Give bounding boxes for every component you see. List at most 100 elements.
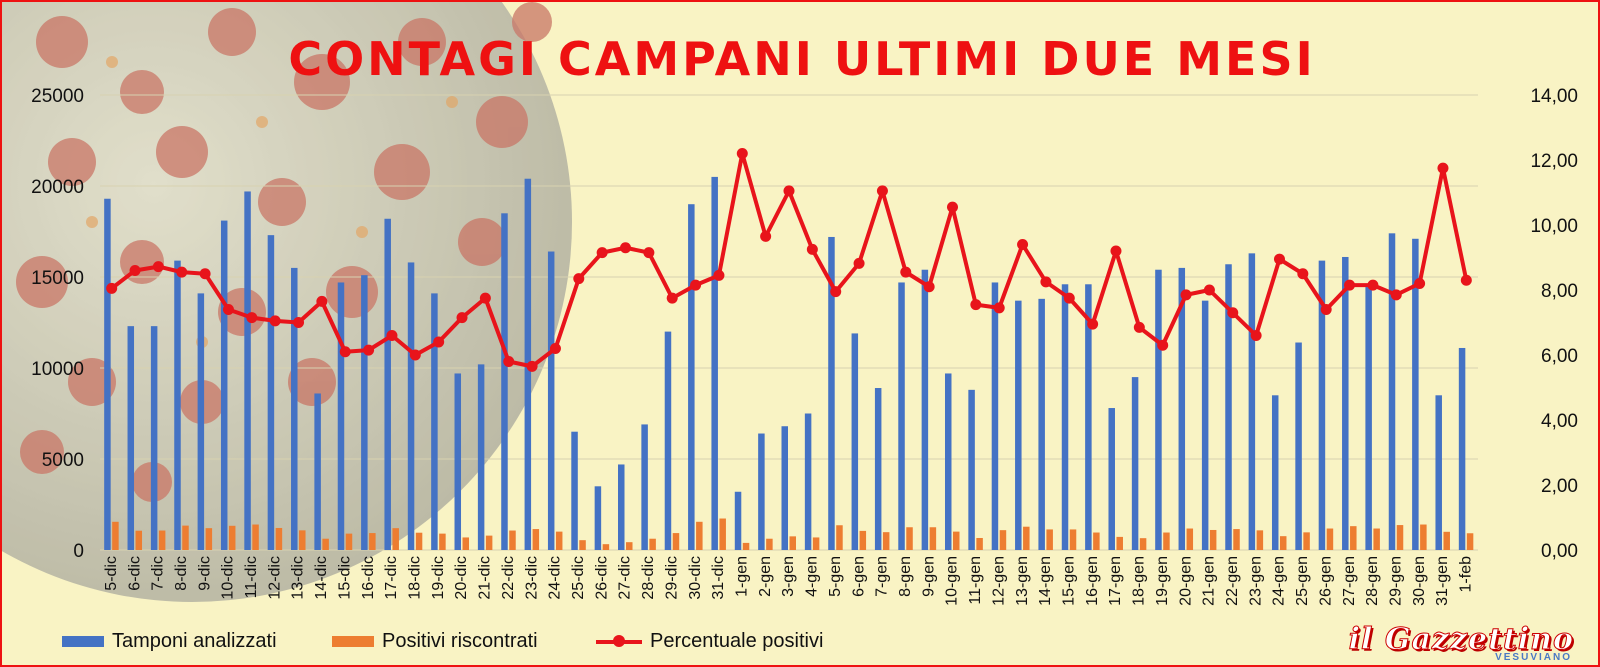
x-tick-label: 7-gen [874, 556, 891, 597]
bar-positivi [906, 527, 913, 550]
x-tick-label: 27-dic [617, 556, 634, 600]
point-percentuale [760, 230, 772, 242]
point-percentuale [1297, 268, 1309, 280]
bar-positivi [1373, 528, 1380, 550]
x-tick-label: 31-dic [710, 556, 727, 600]
bar-positivi [859, 530, 867, 550]
bar-positivi [1443, 531, 1450, 550]
bar-positivi [1420, 524, 1427, 550]
y-right-tick-label: 14,00 [1530, 86, 1578, 107]
bar-positivi [1116, 536, 1123, 550]
point-percentuale [620, 242, 632, 254]
bar-tamponi [991, 282, 999, 550]
y-left-tick-label: 25000 [31, 86, 84, 107]
bar-tamponi [898, 282, 905, 550]
x-tick-label: 26-dic [593, 556, 610, 600]
y-left-tick-label: 10000 [31, 359, 84, 380]
bar-tamponi [174, 260, 181, 550]
point-percentuale [409, 349, 421, 361]
x-tick-label: 10-gen [944, 556, 961, 606]
bar-positivi [672, 533, 680, 550]
bar-positivi [1023, 526, 1030, 550]
point-percentuale [1133, 321, 1145, 333]
legend-swatch-orange [332, 636, 374, 647]
bar-positivi [275, 527, 283, 550]
point-percentuale [503, 356, 515, 367]
x-tick-label: 18-gen [1131, 556, 1148, 606]
x-tick-label: 24-gen [1271, 556, 1288, 606]
bar-tamponi [337, 282, 345, 550]
bar-tamponi [1318, 260, 1326, 550]
bar-positivi [766, 538, 773, 550]
legend-label-percentuale: Percentuale positivi [650, 630, 824, 652]
bar-tamponi [1015, 300, 1022, 550]
bar-positivi [439, 533, 446, 550]
point-percentuale [713, 269, 725, 281]
y-right-tick-label: 4,00 [1541, 411, 1578, 432]
x-tick-label: 13-gen [1014, 556, 1031, 606]
bar-tamponi [197, 293, 205, 550]
bar-tamponi [384, 218, 391, 550]
bar-positivi [1279, 536, 1287, 550]
bar-positivi [1186, 528, 1194, 550]
x-tick-label: 28-dic [640, 556, 657, 600]
point-percentuale [339, 346, 351, 358]
point-percentuale [129, 265, 141, 276]
point-percentuale [1227, 307, 1239, 319]
y-left-tick-label: 20000 [31, 177, 84, 198]
point-percentuale [549, 343, 561, 354]
x-tick-label: 21-gen [1201, 556, 1218, 606]
bar-tamponi [1412, 238, 1419, 550]
point-percentuale [293, 317, 305, 328]
bar-tamponi [1085, 284, 1092, 550]
y-right-tick-label: 10,00 [1530, 216, 1578, 237]
point-percentuale [1344, 279, 1356, 291]
bar-tamponi [1061, 284, 1069, 550]
point-percentuale [876, 185, 888, 197]
point-percentuale [456, 312, 468, 324]
point-percentuale [923, 281, 935, 293]
point-percentuale [666, 292, 678, 304]
bar-positivi [182, 525, 189, 550]
bar-tamponi [1295, 342, 1302, 550]
bar-positivi [1396, 525, 1404, 550]
bar-tamponi [781, 426, 788, 550]
x-tick-label: 4-gen [804, 556, 821, 597]
bar-tamponi [688, 204, 695, 550]
bar-positivi [1046, 529, 1053, 550]
point-percentuale [573, 273, 585, 285]
bar-positivi [509, 530, 516, 550]
point-percentuale [1460, 274, 1472, 286]
point-percentuale [1110, 245, 1122, 257]
bar-positivi [1209, 529, 1217, 550]
bar-positivi [1093, 532, 1100, 550]
y-left-tick-label: 0 [73, 541, 84, 562]
x-tick-label: 19-dic [430, 556, 447, 600]
point-percentuale [222, 304, 234, 315]
x-tick-label: 8-dic [173, 556, 190, 591]
bar-tamponi [618, 464, 625, 550]
x-tick-label: 1-feb [1458, 556, 1475, 593]
bar-positivi [626, 542, 633, 550]
bar-positivi [485, 535, 493, 550]
x-tick-label: 1-gen [734, 556, 751, 597]
bar-tamponi [1435, 395, 1442, 550]
bar-tamponi [361, 275, 368, 550]
bar-tamponi [1342, 256, 1349, 550]
x-tick-label: 7-dic [150, 556, 167, 591]
bar-tamponi [1365, 286, 1372, 550]
point-percentuale [853, 257, 865, 269]
point-percentuale [152, 261, 164, 273]
point-percentuale [199, 268, 211, 280]
bar-tamponi [828, 236, 835, 550]
point-percentuale [643, 247, 655, 259]
point-percentuale [1157, 339, 1169, 351]
bar-positivi [1303, 532, 1310, 550]
bar-positivi [1233, 529, 1240, 550]
bar-tamponi [1201, 300, 1209, 550]
x-tick-label: 30-dic [687, 556, 704, 600]
x-tick-label: 14-gen [1037, 556, 1054, 606]
bar-tamponi [758, 433, 765, 550]
bar-tamponi [547, 251, 555, 550]
